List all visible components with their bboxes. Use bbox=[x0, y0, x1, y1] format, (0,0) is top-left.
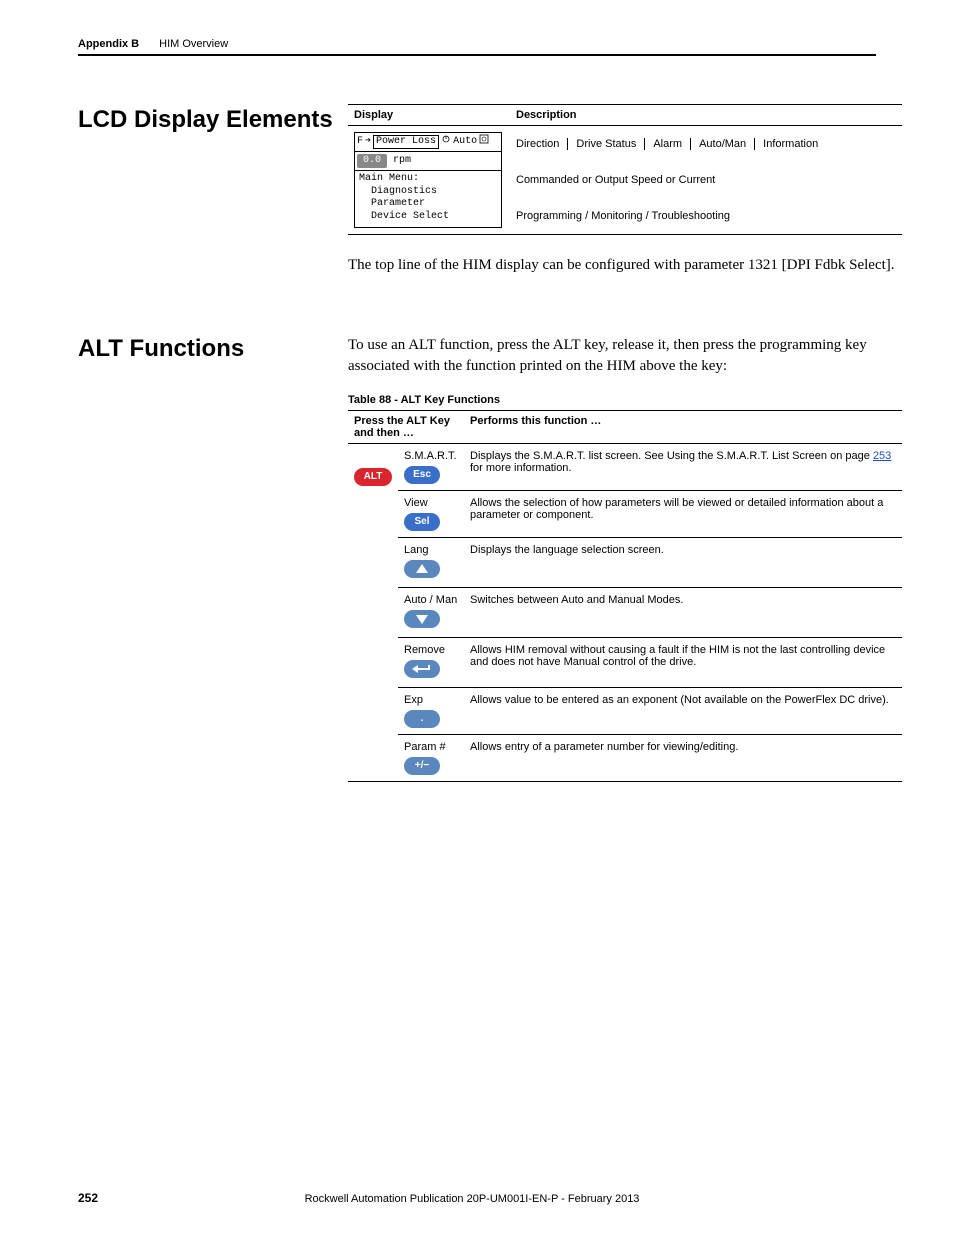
desc-drive-status: Drive Status bbox=[576, 138, 636, 150]
key-cell: Auto / Man bbox=[398, 587, 464, 637]
key-cell: Remove bbox=[398, 637, 464, 687]
down-key-icon bbox=[404, 619, 440, 631]
desc-direction: Direction bbox=[516, 138, 559, 150]
desc-commanded: Commanded or Output Speed or Current bbox=[510, 162, 902, 198]
lcd-auto: Auto bbox=[453, 136, 477, 149]
key-button-icon: Esc bbox=[404, 466, 440, 484]
lcd-value: 0.0 bbox=[357, 154, 387, 169]
function-desc: Allows value to be entered as an exponen… bbox=[464, 687, 902, 734]
page-footer: 252 Rockwell Automation Publication 20P-… bbox=[78, 1191, 876, 1205]
divider-icon bbox=[690, 138, 691, 150]
lcd-menu: Main Menu: Diagnostics Parameter Device … bbox=[355, 171, 501, 227]
key-label: Exp bbox=[404, 694, 458, 706]
function-desc: Allows HIM removal without causing a fau… bbox=[464, 637, 902, 687]
lcd-unit: rpm bbox=[393, 155, 411, 168]
lcd-status-row: F ➔ Power Loss Auto bbox=[355, 133, 501, 152]
key-cell: View Sel bbox=[398, 490, 464, 537]
th-description: Description bbox=[510, 105, 902, 126]
lcd-mockup: F ➔ Power Loss Auto bbox=[354, 132, 502, 228]
lcd-f: F bbox=[357, 136, 363, 149]
page-number: 252 bbox=[78, 1191, 98, 1205]
key-label: Remove bbox=[404, 644, 458, 656]
page-header: Appendix B HIM Overview bbox=[78, 38, 876, 50]
key-button-icon: +/− bbox=[404, 757, 440, 775]
alt-section: ALT Functions To use an ALT function, pr… bbox=[78, 333, 876, 782]
divider-icon bbox=[754, 138, 755, 150]
function-desc: Allows entry of a parameter number for v… bbox=[464, 734, 902, 781]
function-desc: Displays the language selection screen. bbox=[464, 537, 902, 587]
key-button-icon: Sel bbox=[404, 513, 440, 531]
key-label: View bbox=[404, 497, 458, 509]
alt-table-caption: Table 88 - ALT Key Functions bbox=[348, 394, 902, 406]
desc-information: Information bbox=[763, 138, 818, 150]
lcd-arrow-icon: ➔ bbox=[365, 136, 371, 149]
key-cell: Exp. bbox=[398, 687, 464, 734]
publication-info: Rockwell Automation Publication 20P-UM00… bbox=[98, 1193, 846, 1205]
function-desc: Allows the selection of how parameters w… bbox=[464, 490, 902, 537]
key-button-icon: . bbox=[404, 710, 440, 728]
appendix-label: Appendix B bbox=[78, 38, 139, 50]
lcd-info-icon bbox=[479, 134, 489, 150]
alt-key-table: Press the ALT Key and then … Performs th… bbox=[348, 410, 902, 782]
header-rule bbox=[78, 54, 876, 56]
desc-status-items: Direction Drive Status Alarm Auto/Man In… bbox=[516, 138, 896, 150]
desc-alarm: Alarm bbox=[653, 138, 682, 150]
alt-key-icon: ALT bbox=[354, 468, 392, 486]
key-cell: Lang bbox=[398, 537, 464, 587]
key-label: Param # bbox=[404, 741, 458, 753]
key-cell: Param # +/− bbox=[398, 734, 464, 781]
alt-body-para: To use an ALT function, press the ALT ke… bbox=[348, 335, 902, 376]
divider-icon bbox=[567, 138, 568, 150]
key-label: Auto / Man bbox=[404, 594, 458, 606]
enter-key-icon bbox=[404, 669, 440, 681]
function-desc: Switches between Auto and Manual Modes. bbox=[464, 587, 902, 637]
key-cell: S.M.A.R.T. Esc bbox=[398, 443, 464, 490]
th-performs: Performs this function … bbox=[464, 410, 902, 443]
key-label: S.M.A.R.T. bbox=[404, 450, 458, 462]
desc-auto-man: Auto/Man bbox=[699, 138, 746, 150]
lcd-heading: LCD Display Elements bbox=[78, 106, 348, 134]
lcd-power-loss: Power Loss bbox=[373, 135, 439, 150]
key-label: Lang bbox=[404, 544, 458, 556]
header-title: HIM Overview bbox=[159, 38, 228, 50]
divider-icon bbox=[644, 138, 645, 150]
function-desc: Displays the S.M.A.R.T. list screen. See… bbox=[464, 443, 902, 490]
page-253-link[interactable]: 253 bbox=[873, 450, 891, 462]
lcd-body-para: The top line of the HIM display can be c… bbox=[348, 255, 902, 275]
up-key-icon bbox=[404, 569, 440, 581]
alt-key-cell: ALT bbox=[348, 443, 398, 781]
lcd-section: LCD Display Elements Display Description… bbox=[78, 104, 876, 275]
desc-programming: Programming / Monitoring / Troubleshooti… bbox=[510, 198, 902, 235]
lcd-value-row: 0.0 rpm bbox=[355, 152, 501, 172]
lcd-display-table: Display Description F ➔ Power Loss bbox=[348, 104, 902, 235]
th-display: Display bbox=[348, 105, 510, 126]
th-press-alt: Press the ALT Key and then … bbox=[348, 410, 464, 443]
lcd-alarm-icon bbox=[441, 134, 451, 150]
alt-heading: ALT Functions bbox=[78, 335, 348, 363]
